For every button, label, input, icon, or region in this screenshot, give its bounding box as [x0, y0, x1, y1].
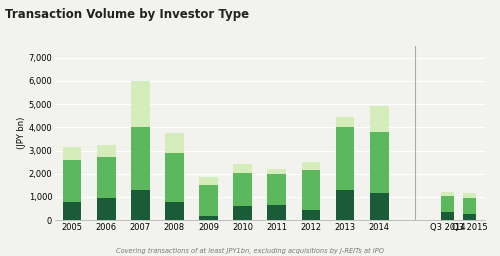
Bar — [370, 194, 388, 220]
Bar — [131, 190, 150, 220]
Bar — [302, 210, 320, 220]
Bar — [97, 145, 116, 157]
Bar — [199, 216, 218, 220]
Bar — [336, 127, 354, 190]
Bar — [234, 164, 252, 173]
Text: Transaction Volume by Investor Type: Transaction Volume by Investor Type — [5, 8, 249, 21]
Bar — [463, 194, 476, 198]
Bar — [268, 205, 286, 220]
Bar — [302, 170, 320, 210]
Y-axis label: (JPY bn): (JPY bn) — [16, 117, 26, 149]
Bar — [268, 169, 286, 174]
Bar — [370, 132, 388, 194]
Text: Covering transactions of at least JPY1bn, excluding acquisitions by J-REITs at I: Covering transactions of at least JPY1bn… — [116, 248, 384, 254]
Bar — [199, 185, 218, 216]
Bar — [268, 174, 286, 205]
Bar — [165, 201, 184, 220]
Bar — [131, 127, 150, 190]
Bar — [302, 162, 320, 170]
Bar — [62, 201, 82, 220]
Bar — [441, 196, 454, 212]
Bar — [463, 214, 476, 220]
Bar — [165, 133, 184, 153]
Bar — [336, 117, 354, 127]
Bar — [234, 206, 252, 220]
Bar — [336, 190, 354, 220]
Bar — [441, 212, 454, 220]
Bar — [370, 106, 388, 132]
Bar — [131, 81, 150, 127]
Bar — [97, 198, 116, 220]
Bar — [62, 147, 82, 160]
Bar — [199, 177, 218, 185]
Bar — [441, 192, 454, 196]
Bar — [234, 173, 252, 206]
Bar — [463, 198, 476, 214]
Bar — [97, 157, 116, 198]
Bar — [62, 160, 82, 201]
Bar — [165, 153, 184, 201]
